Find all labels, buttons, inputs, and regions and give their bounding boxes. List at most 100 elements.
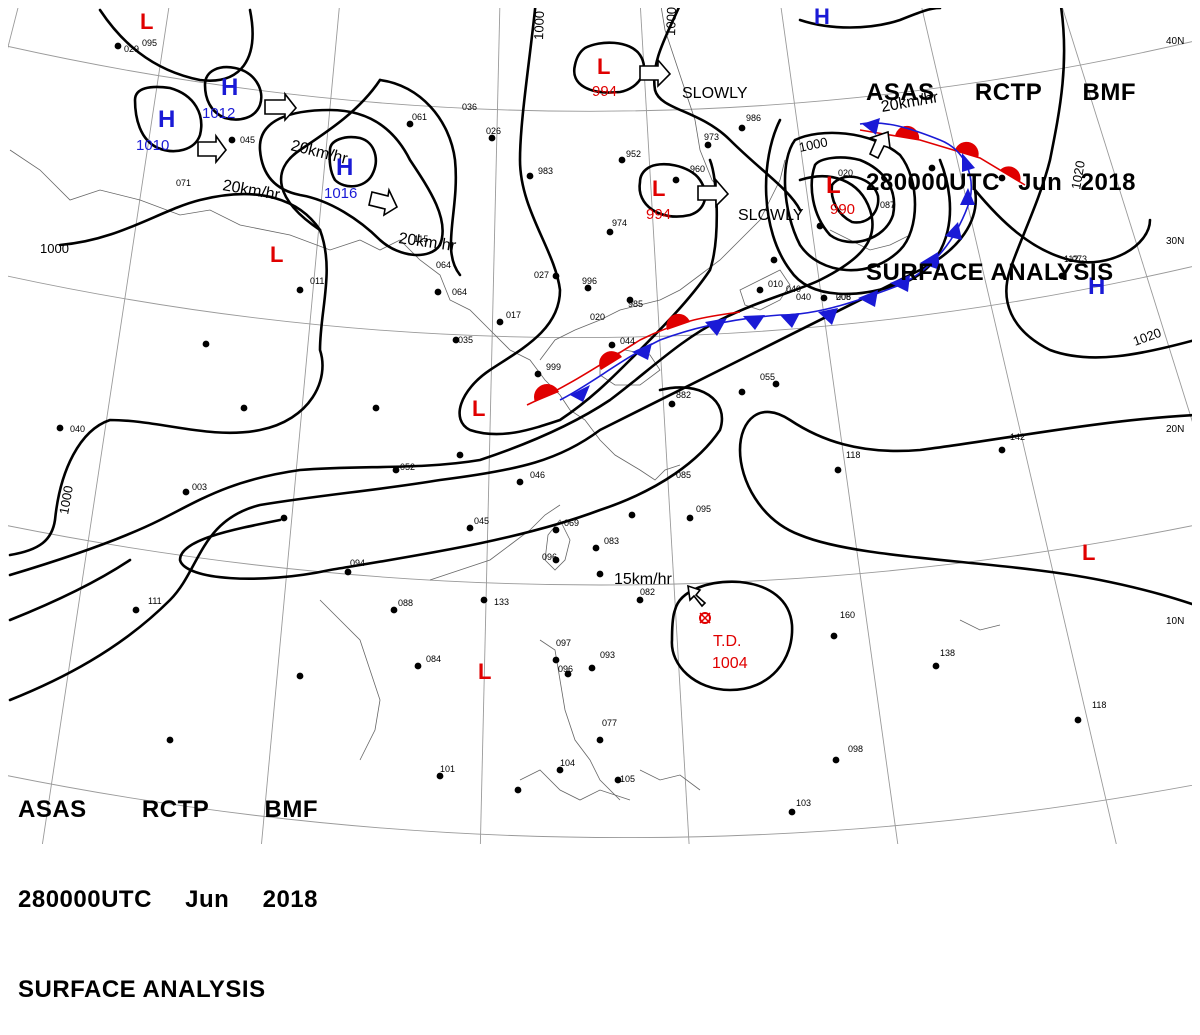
station-pressure: 064 <box>436 260 451 270</box>
station-pressure: 035 <box>458 335 473 345</box>
header-year: 2018 <box>1080 169 1136 196</box>
isobars <box>8 8 1192 702</box>
station-pressure: 996 <box>582 276 597 286</box>
header-station: RCTP <box>974 79 1043 106</box>
station-pressure: 026 <box>486 126 501 136</box>
low-value: 990 <box>830 201 855 218</box>
header-bottom-left: ASAS RCTP BMF 280000UTC Jun 2018 SURFACE… <box>18 735 318 1035</box>
station-pressure: 138 <box>940 648 955 658</box>
station-pressure: 010 <box>768 279 783 289</box>
header-title: SURFACE ANALYSIS <box>866 259 1114 286</box>
station-pressure: 882 <box>676 390 691 400</box>
arrow-1010 <box>197 133 228 165</box>
station-pressure: 073 <box>1072 254 1087 264</box>
station-pressure: 011 <box>310 276 324 286</box>
header-title: SURFACE ANALYSIS <box>18 976 266 1003</box>
station-pressure: 020 <box>590 312 605 322</box>
station-pressure: 036 <box>462 102 477 112</box>
high-symbol: H <box>814 4 830 29</box>
header-region: ASAS <box>866 79 935 106</box>
station-pressure: 111 <box>148 596 162 606</box>
header-line1: ASAS RCTP BMF <box>18 795 318 825</box>
station-pressure: 040 <box>70 424 85 434</box>
station-pressure: 999 <box>546 362 561 372</box>
station-pressure: 104 <box>560 758 575 768</box>
station-pressure: 093 <box>600 650 615 660</box>
low-symbol: L <box>478 659 491 684</box>
low-symbol: L <box>652 176 665 201</box>
station-pressure: 087 <box>880 200 895 210</box>
arrow-1012 <box>264 91 298 123</box>
low-symbol: L <box>597 54 610 79</box>
cold-front <box>559 118 975 402</box>
lat-label-20n: 20N <box>1166 424 1184 435</box>
station-pressure: 064 <box>452 287 467 297</box>
station-pressure: 071 <box>176 178 191 188</box>
station-pressure: 101 <box>440 764 455 774</box>
station-pressure: 040 <box>796 292 811 302</box>
arrow-td <box>687 584 707 608</box>
isobar-label: 1000 <box>56 484 76 515</box>
isobar-label: 1000 <box>663 7 679 36</box>
station-pressure: 118 <box>1092 700 1106 710</box>
low-symbol: L <box>270 242 283 267</box>
high-value: 1010 <box>136 137 169 154</box>
arrow-994-korea <box>697 177 730 208</box>
low-value: 994 <box>646 206 671 223</box>
header-time: 280000UTC <box>18 886 152 913</box>
isobar-label: 1000 <box>40 241 69 256</box>
station-pressure: 952 <box>626 149 641 159</box>
station-pressure: 029 <box>124 44 139 54</box>
station-pressure: 960 <box>690 164 705 174</box>
header-region: ASAS <box>18 796 87 823</box>
station-pressure: 208 <box>836 292 851 302</box>
header-top-right: ASAS RCTP BMF 280000UTC Jun 2018 SURFACE… <box>866 18 1136 318</box>
station-pressure: 974 <box>612 218 627 228</box>
station-pressure: 103 <box>796 798 811 808</box>
station-pressure: 095 <box>696 504 711 514</box>
isobar-label: 1000 <box>798 134 829 155</box>
header-line2: 280000UTC Jun 2018 <box>18 885 318 915</box>
station-pressure: 045 <box>474 516 489 526</box>
motion-label: SLOWLY <box>738 207 804 224</box>
high-value: 1012 <box>202 105 235 122</box>
motion-label: 15km/hr <box>614 571 672 588</box>
station-pressure: 085 <box>676 470 691 480</box>
station-pressure: 069 <box>564 518 579 528</box>
station-pressure: 055 <box>760 372 775 382</box>
station-pressure: 003 <box>192 482 207 492</box>
station-pressure: 986 <box>746 113 761 123</box>
station-pressure: 094 <box>350 558 365 568</box>
td-label: T.D. <box>713 633 741 650</box>
low-symbol: L <box>826 172 841 199</box>
station-plots <box>56 42 1082 816</box>
low-value: 994 <box>592 83 617 100</box>
header-time: 280000UTC <box>866 169 1000 196</box>
td-value: 1004 <box>712 655 748 672</box>
header-line2: 280000UTC Jun 2018 <box>866 168 1136 198</box>
station-pressure: 020 <box>838 168 853 178</box>
isobar-label: 1020 <box>1068 159 1088 190</box>
station-pressure: 083 <box>604 536 619 546</box>
lat-label-10n: 10N <box>1166 616 1184 627</box>
station-numbers: 029 045 061 026 952 973 986 960 983 974 996 985 027 0… <box>70 38 1106 808</box>
header-center: BMF <box>264 796 318 823</box>
td-symbol-icon <box>699 612 711 624</box>
station-pressure: 044 <box>620 336 635 346</box>
station-pressure: 160 <box>840 610 855 620</box>
motion-label: SLOWLY <box>682 85 748 102</box>
high-symbol: H <box>336 154 353 181</box>
lat-label-40n: 40N <box>1166 36 1184 47</box>
station-pressure: 052 <box>400 462 415 472</box>
station-pressure: 096 <box>542 552 557 562</box>
station-pressure: 061 <box>412 112 427 122</box>
pressure-centers: L H 1012 H 1010 H 1016 L 994 L 994 L 990… <box>136 4 1105 684</box>
arrow-1016 <box>368 187 399 217</box>
station-pressure: 082 <box>640 587 655 597</box>
high-symbol: H <box>158 106 175 133</box>
low-symbol: L <box>1082 540 1095 565</box>
station-pressure: 105 <box>620 774 635 784</box>
high-value: 1016 <box>324 185 357 202</box>
station-pressure: 112 <box>1064 254 1078 264</box>
station-pressure: 088 <box>398 598 413 608</box>
